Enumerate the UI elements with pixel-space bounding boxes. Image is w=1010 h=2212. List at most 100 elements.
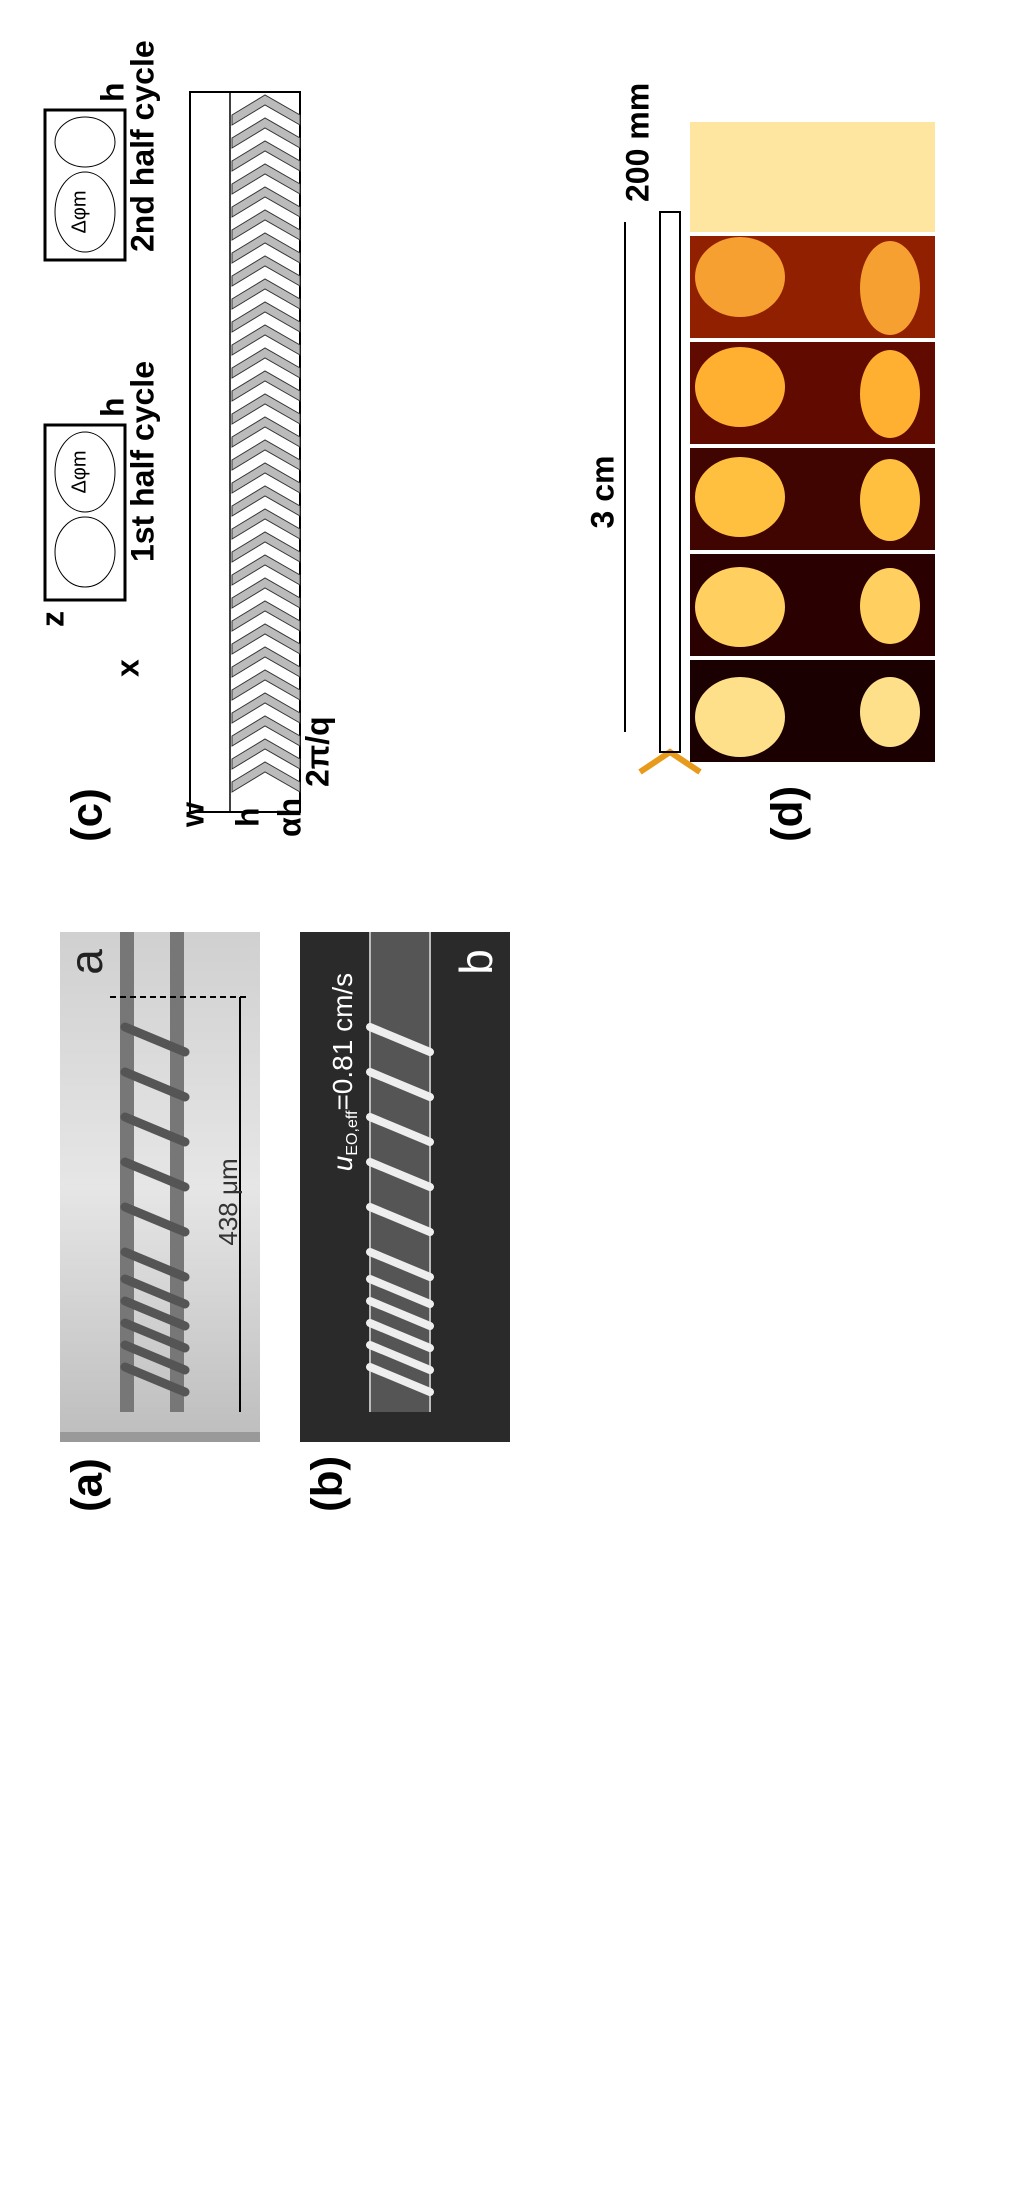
groove (120, 1362, 190, 1397)
chevron (231, 347, 301, 379)
groove (366, 1023, 434, 1056)
velocity-symbol: u (327, 1155, 358, 1171)
groove (366, 1113, 434, 1146)
velocity-value: =0.81 cm/s (327, 973, 358, 1111)
chevron (231, 623, 301, 655)
chevron (231, 278, 301, 310)
groove (120, 1274, 190, 1309)
cycle-label: 1st half cycle (124, 361, 160, 562)
phase-label: Δφm (68, 451, 90, 494)
mixing-image (690, 122, 935, 232)
vortex (54, 431, 116, 513)
dye-region (695, 457, 785, 537)
chevron (231, 232, 301, 264)
groove (366, 1158, 434, 1191)
chevron (231, 416, 301, 448)
groove (366, 1275, 434, 1308)
chevron (231, 531, 301, 563)
panel-label: (b) (303, 1456, 352, 1512)
vortex (54, 516, 116, 588)
panel-label: (d) (763, 786, 812, 842)
dye-region (695, 347, 785, 427)
groove (366, 1297, 434, 1330)
chevron (231, 209, 301, 241)
vortex (54, 171, 116, 253)
chevron (231, 692, 301, 724)
chevron (231, 117, 301, 149)
inset-height: h (94, 397, 130, 417)
phase-label: Δφm (68, 191, 90, 234)
chevron (231, 393, 301, 425)
chevron (231, 508, 301, 540)
velocity-subscript: EO,eff (344, 1110, 361, 1156)
groove (120, 1067, 190, 1102)
dim-h: h (229, 807, 265, 827)
dye-region (695, 237, 785, 317)
length-label: 3 cm (584, 456, 620, 529)
axis-x: x (109, 659, 145, 677)
groove (120, 1247, 190, 1282)
chevron (231, 163, 301, 195)
dye-region (860, 459, 920, 541)
chevron (231, 94, 301, 126)
groove (120, 1340, 190, 1375)
inset-box (43, 108, 127, 262)
groove (366, 1068, 434, 1101)
dye-region (860, 568, 920, 644)
groove (120, 1022, 190, 1057)
chevron (231, 600, 301, 632)
width-label: 200 mm (619, 83, 655, 202)
groove (366, 1248, 434, 1281)
chevron (231, 669, 301, 701)
channel-wall (120, 932, 134, 1412)
micrograph-a (60, 932, 260, 1442)
groove (120, 1112, 190, 1147)
inset-height: h (94, 82, 130, 102)
groove (120, 1318, 190, 1353)
chevron (231, 255, 301, 287)
chevron (231, 301, 301, 333)
chevron (231, 462, 301, 494)
panel-tag: b (450, 949, 502, 975)
cycle-label: 2nd half cycle (124, 40, 160, 252)
panel-tag: a (60, 949, 112, 975)
chevron (231, 485, 301, 517)
dye-region (695, 677, 785, 757)
scale-label: 438 μm (213, 1158, 243, 1245)
chevron (231, 370, 301, 402)
channel-box (189, 91, 301, 813)
chevron (231, 324, 301, 356)
rotated-figure: (a) 438 μm a (b) uEO,eff=0.81 cm/s b (c)… (34, 40, 935, 1512)
chevron (231, 439, 301, 471)
axis-z: z (34, 611, 70, 627)
groove (366, 1363, 434, 1396)
dim-alpha-h: αh (271, 798, 307, 837)
mixer-channel (659, 211, 681, 753)
chevron (231, 577, 301, 609)
chevron (231, 715, 301, 747)
chevron (231, 738, 301, 770)
chevron (231, 761, 301, 793)
dim-w: w (174, 802, 210, 828)
chevron (231, 186, 301, 218)
panel-label: (c) (63, 788, 112, 842)
dye-region (860, 350, 920, 438)
inlet (60, 1432, 260, 1442)
velocity-label: uEO,eff=0.81 cm/s (327, 973, 361, 1171)
dim-period: 2π/q (299, 716, 335, 787)
groove (366, 1341, 434, 1374)
chevron (231, 554, 301, 586)
groove (120, 1157, 190, 1192)
dye-region (860, 241, 920, 335)
dye-region (860, 677, 920, 747)
dye-region (695, 567, 785, 647)
vortex (54, 116, 116, 168)
groove (120, 1296, 190, 1331)
chevron (231, 646, 301, 678)
chevron (231, 140, 301, 172)
panel-label: (a) (63, 1458, 112, 1512)
groove (366, 1203, 434, 1236)
groove (120, 1202, 190, 1237)
groove (366, 1319, 434, 1352)
